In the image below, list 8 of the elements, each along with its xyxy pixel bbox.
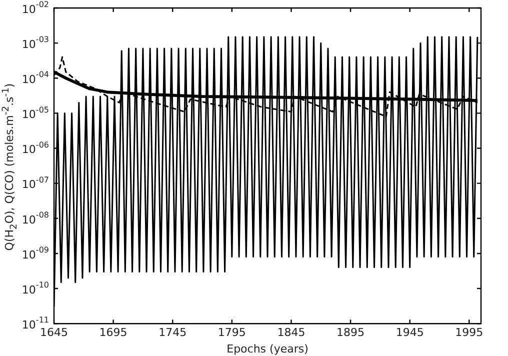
x-tick-label: 1945: [396, 326, 424, 340]
x-tick-label: 1795: [218, 326, 246, 340]
x-axis-title: Epochs (years): [226, 342, 308, 356]
x-tick-label: 1845: [277, 326, 306, 340]
x-tick-label: 1995: [455, 326, 484, 340]
x-tick-label: 1745: [158, 326, 187, 340]
x-tick-label: 1695: [99, 326, 128, 340]
x-tick-label: 1895: [336, 326, 365, 340]
